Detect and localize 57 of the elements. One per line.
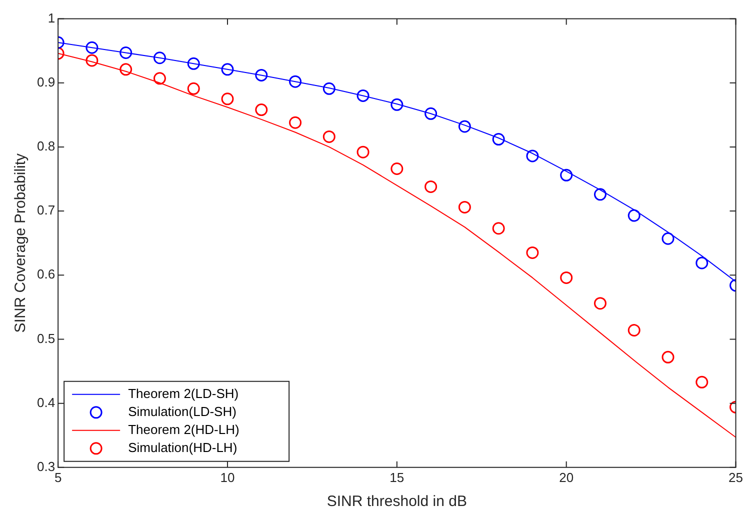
point bbox=[390, 162, 404, 176]
point bbox=[662, 350, 674, 364]
point bbox=[120, 63, 132, 76]
point bbox=[221, 92, 234, 106]
y-tick-label: 0.5 bbox=[36, 330, 56, 346]
point bbox=[458, 200, 471, 214]
point bbox=[696, 376, 708, 388]
point bbox=[289, 75, 302, 88]
point bbox=[594, 297, 606, 310]
point bbox=[187, 57, 200, 70]
point bbox=[696, 256, 708, 270]
point bbox=[526, 246, 539, 259]
point bbox=[86, 54, 98, 67]
point bbox=[458, 120, 471, 133]
point bbox=[424, 107, 438, 120]
y-tick-label: 0.3 bbox=[36, 458, 56, 474]
point bbox=[255, 68, 268, 82]
point bbox=[322, 130, 336, 143]
point bbox=[526, 150, 539, 162]
y-tick-label: 0.4 bbox=[36, 394, 56, 410]
point bbox=[187, 82, 200, 95]
x-tick-label: 5 bbox=[54, 470, 62, 485]
y-tick-label: 0.7 bbox=[36, 202, 56, 218]
point bbox=[289, 116, 302, 129]
point bbox=[492, 222, 505, 235]
legend-label: Simulation(LD-SH) bbox=[128, 404, 236, 419]
legend-label: Theorem 2(HD-LH) bbox=[128, 422, 240, 437]
y-axis-title: SINR Coverage Probability bbox=[12, 152, 30, 333]
point bbox=[390, 98, 404, 111]
x-tick-label: 15 bbox=[390, 470, 404, 485]
point bbox=[153, 72, 166, 85]
y-tick-label: 0.8 bbox=[36, 138, 56, 154]
point bbox=[594, 188, 606, 201]
point bbox=[492, 133, 505, 146]
point bbox=[322, 82, 336, 95]
legend-label: Theorem 2(LD-SH) bbox=[128, 386, 239, 401]
point bbox=[560, 168, 573, 182]
x-axis-title: SINR threshold in dB bbox=[326, 493, 467, 510]
x-tick-label: 20 bbox=[559, 470, 574, 485]
point bbox=[120, 46, 132, 60]
x-tick-label: 10 bbox=[220, 470, 235, 485]
point bbox=[356, 146, 370, 158]
point bbox=[255, 104, 268, 116]
point bbox=[662, 232, 674, 245]
point bbox=[560, 271, 573, 284]
y-tick-label: 1 bbox=[48, 10, 56, 26]
y-tick-label: 0.6 bbox=[36, 266, 56, 282]
point bbox=[153, 52, 166, 64]
point bbox=[86, 41, 98, 54]
legend-label: Simulation(HD-LH) bbox=[128, 440, 238, 455]
point bbox=[628, 209, 640, 222]
point bbox=[628, 324, 640, 337]
x-tick-label: 25 bbox=[728, 470, 744, 485]
point bbox=[424, 180, 438, 193]
point bbox=[221, 63, 234, 76]
point bbox=[356, 89, 370, 102]
y-tick-label: 0.9 bbox=[36, 74, 56, 90]
